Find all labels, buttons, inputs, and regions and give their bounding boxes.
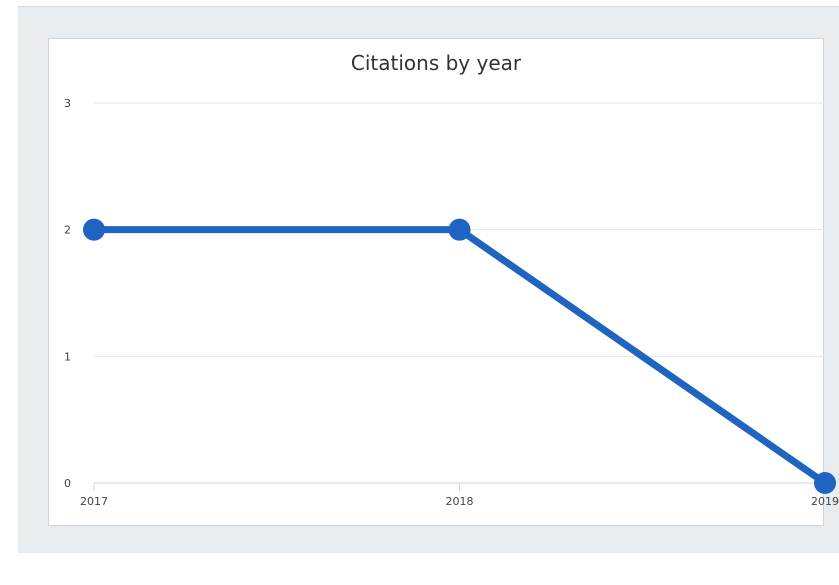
- x-tick-label: 2018: [446, 495, 474, 508]
- data-point-marker: [83, 219, 105, 241]
- data-point-marker: [449, 219, 471, 241]
- x-tick-label: 2017: [80, 495, 108, 508]
- outer-panel: 0 1 2 3 2017 2018 2019 Citations by year: [18, 6, 839, 553]
- x-tick-label: 2019: [811, 495, 839, 508]
- y-tick-label: 1: [64, 350, 71, 363]
- chart-title: Citations by year: [49, 51, 823, 75]
- citations-line-chart: 0 1 2 3 2017 2018 2019: [49, 39, 839, 585]
- y-tick-label: 0: [64, 477, 71, 490]
- y-tick-label: 2: [64, 224, 71, 237]
- y-tick-label: 3: [64, 97, 71, 110]
- data-point-marker: [814, 472, 836, 494]
- chart-card: 0 1 2 3 2017 2018 2019 Citations by year: [48, 38, 824, 526]
